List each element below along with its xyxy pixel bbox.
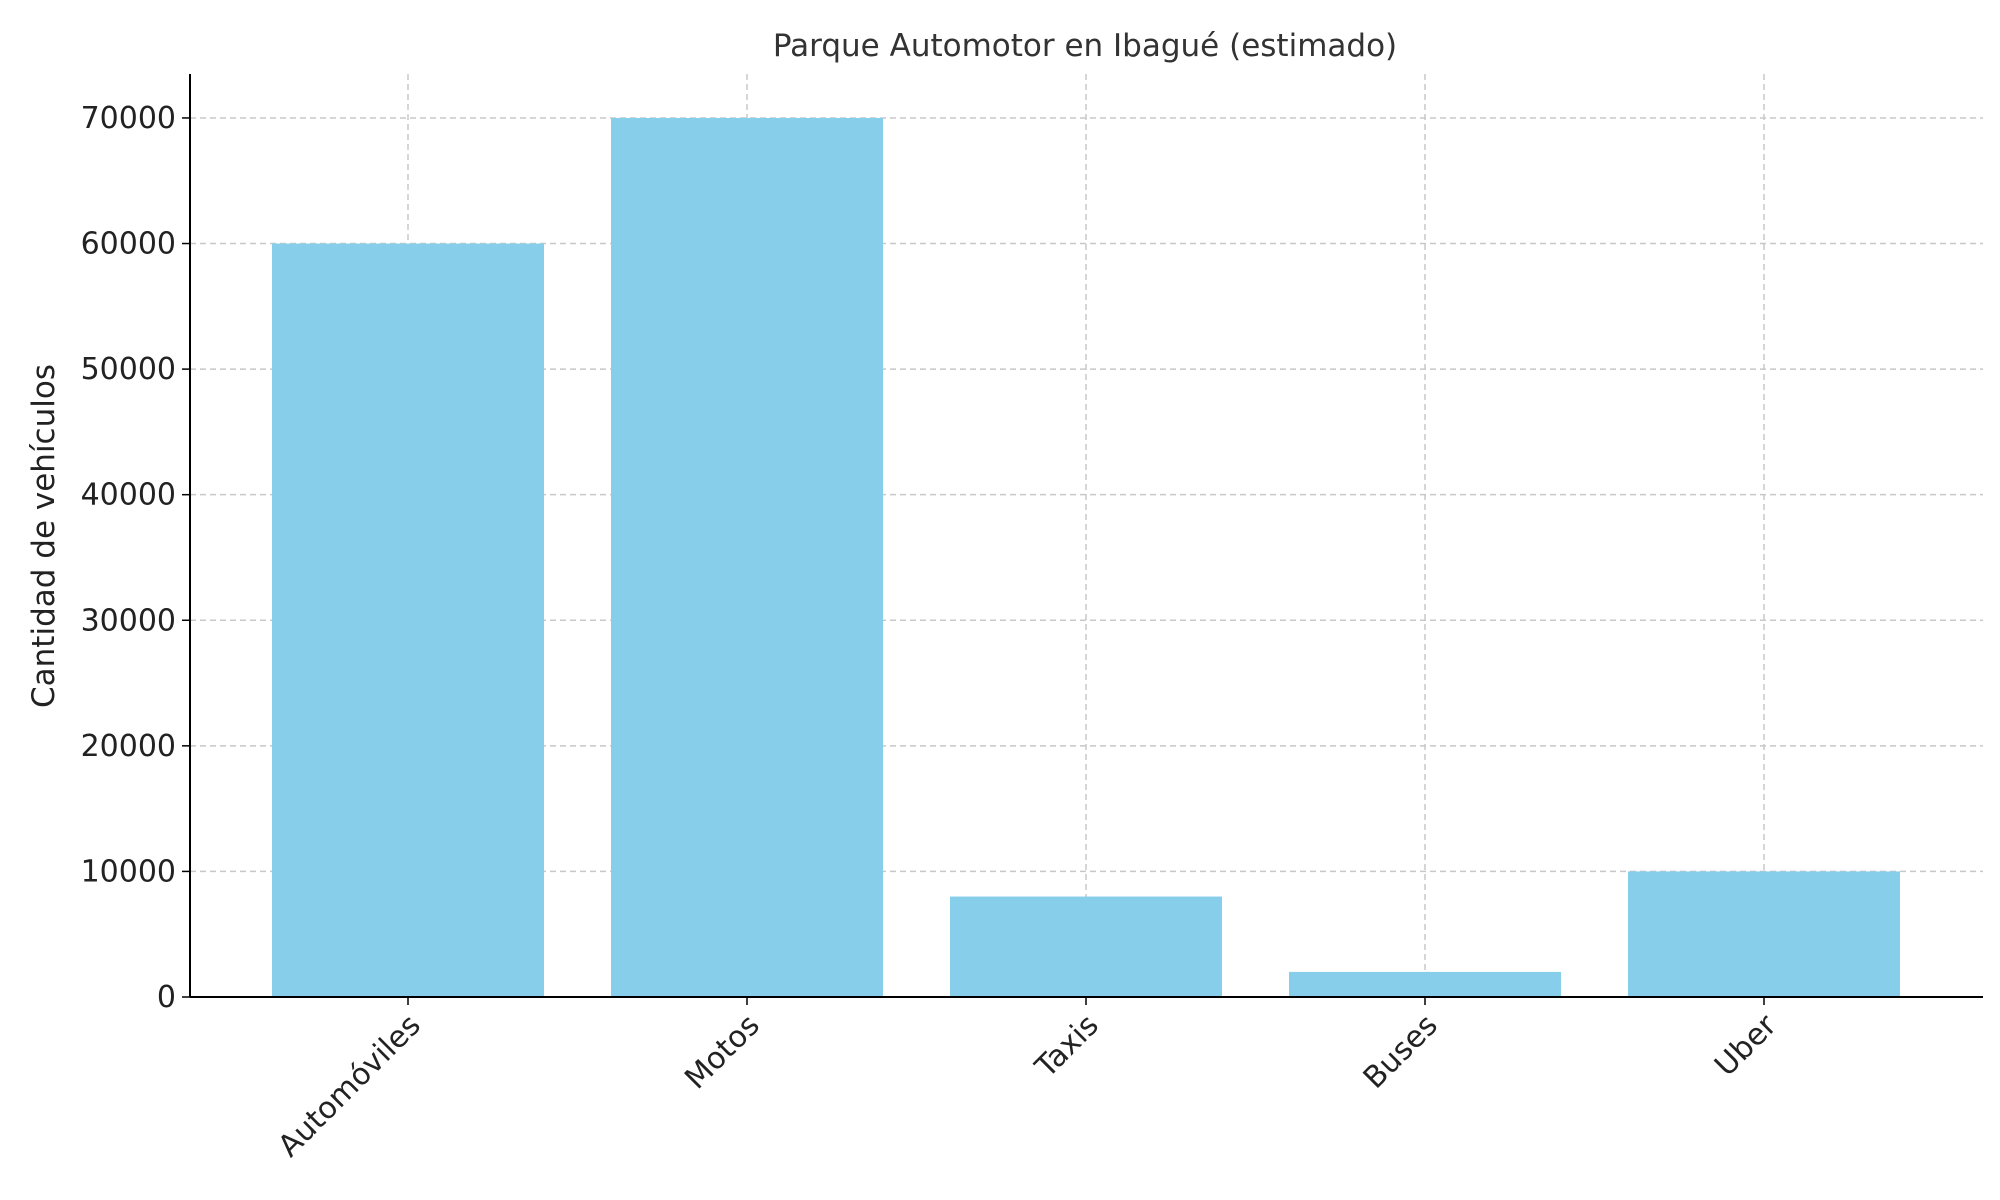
bars-layer	[272, 117, 1900, 997]
bar-buses	[1289, 971, 1561, 997]
y-tick-label-7: 70000	[81, 101, 176, 136]
chart-title: Parque Automotor en Ibagué (estimado)	[773, 28, 1397, 64]
bar-automóviles	[272, 243, 544, 997]
x-tick-label-buses: Buses	[1357, 1008, 1445, 1096]
y-tick-label-0: 0	[157, 980, 176, 1015]
y-tick-label-3: 30000	[81, 603, 176, 638]
bar-motos	[611, 117, 883, 997]
y-tick-label-4: 40000	[81, 478, 176, 513]
x-tick-label-taxis: Taxis	[1028, 1008, 1105, 1085]
x-tick-label-motos: Motos	[678, 1008, 766, 1096]
bar-uber	[1628, 871, 1900, 997]
y-tick-label-2: 20000	[81, 729, 176, 764]
y-tick-label-5: 50000	[81, 352, 176, 387]
y-tick-label-6: 60000	[81, 227, 176, 262]
x-tick-label-automóviles: Automóviles	[272, 1008, 428, 1164]
y-tick-label-1: 10000	[81, 854, 176, 889]
x-tick-label-uber: Uber	[1708, 1007, 1784, 1083]
bar-taxis	[950, 896, 1222, 997]
y-axis-label: Cantidad de vehículos	[26, 364, 62, 708]
